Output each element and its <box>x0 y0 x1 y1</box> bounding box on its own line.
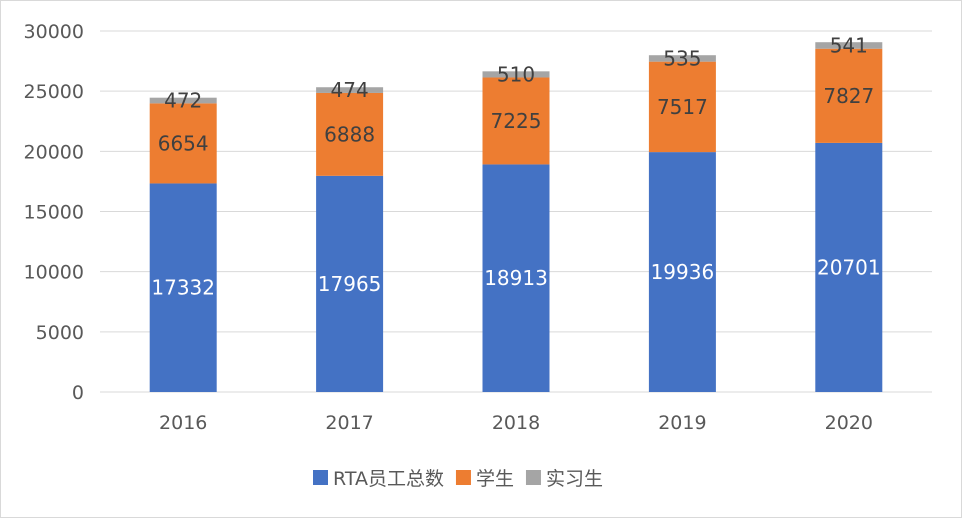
legend: RTA员工总数 学生 实习生 <box>313 468 603 490</box>
data-label: 6888 <box>324 122 375 146</box>
bar-segment <box>482 71 550 78</box>
bar-segment <box>149 97 217 104</box>
data-label: 20701 <box>817 255 881 279</box>
data-label: 7225 <box>491 109 542 133</box>
y-tick-label: 5000 <box>36 322 84 344</box>
x-tick-label: 2018 <box>492 412 540 434</box>
y-tick-label: 30000 <box>24 21 84 43</box>
x-tick-label: 2020 <box>825 412 873 434</box>
bars <box>149 42 883 392</box>
y-tick-label: 15000 <box>24 202 84 224</box>
bar-segment <box>149 183 217 392</box>
legend-swatch <box>525 470 541 485</box>
y-tick-label: 20000 <box>24 141 84 163</box>
x-tick-label: 2016 <box>159 412 207 434</box>
y-axis: 0 5000 10000 15000 20000 25000 30000 <box>24 21 84 404</box>
y-tick-label: 25000 <box>24 81 84 103</box>
bar-segment <box>815 48 883 143</box>
data-label: 17332 <box>151 276 215 300</box>
bar-segment <box>648 152 716 392</box>
data-label: 18913 <box>484 266 548 290</box>
bar-segment <box>648 55 716 62</box>
legend-label: 实习生 <box>546 468 603 490</box>
bar-segment <box>316 175 384 392</box>
bar-segment <box>815 42 883 49</box>
data-label: 6654 <box>158 131 209 155</box>
y-tick-label: 10000 <box>24 262 84 284</box>
legend-label: RTA员工总数 <box>333 468 444 490</box>
bar-segment <box>482 164 550 392</box>
bar-segment <box>316 87 384 93</box>
data-label: 7827 <box>823 84 874 108</box>
bar-segment <box>149 103 217 184</box>
x-tick-label: 2017 <box>325 412 373 434</box>
data-labels: 17332 6654 472 17965 6888 474 18913 7225 510 1993… <box>151 33 880 299</box>
data-label: 472 <box>164 89 202 113</box>
x-tick-label: 2019 <box>658 412 706 434</box>
data-label: 19936 <box>651 260 715 284</box>
bar-segment <box>316 92 384 176</box>
legend-swatch <box>455 470 471 485</box>
data-label: 17965 <box>318 272 382 296</box>
bar-segment <box>482 77 550 165</box>
data-label: 510 <box>497 62 535 86</box>
legend-swatch <box>313 470 328 485</box>
legend-label: 学生 <box>476 468 514 490</box>
data-label: 541 <box>830 33 868 57</box>
y-tick-label: 0 <box>72 382 84 404</box>
x-axis: 2016 2017 2018 2019 2020 <box>100 391 932 434</box>
bar-segment <box>648 61 716 153</box>
bar-segment <box>815 142 883 392</box>
data-label: 7517 <box>657 95 708 119</box>
data-label: 535 <box>663 46 701 70</box>
data-label: 474 <box>331 78 369 102</box>
